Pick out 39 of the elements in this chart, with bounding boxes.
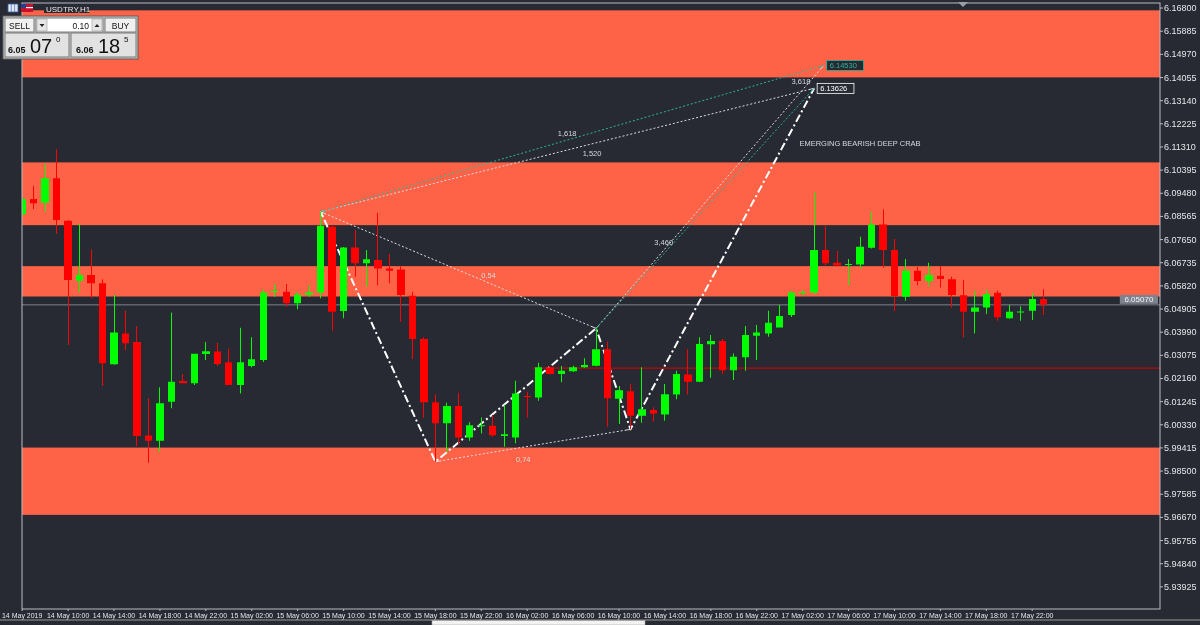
y-tick-label: 6.05820 xyxy=(1164,280,1197,291)
y-tick-label: 6.13140 xyxy=(1164,95,1197,106)
y-tick-label: 6.11310 xyxy=(1164,141,1196,152)
y-tick-label: 6.12225 xyxy=(1164,118,1197,129)
y-tick-label: 6.09480 xyxy=(1164,188,1197,199)
annotation: SELL xyxy=(9,20,31,31)
y-tick-label: 6.08565 xyxy=(1164,211,1197,222)
annotation: BUY xyxy=(111,20,130,31)
y-tick-label: 5.98500 xyxy=(1164,466,1197,477)
y-tick-label: 6.14055 xyxy=(1164,72,1197,83)
y-tick-label: 6.06735 xyxy=(1164,257,1197,268)
y-tick-label: 6.14970 xyxy=(1164,49,1197,60)
annotation: 6.05 xyxy=(8,45,26,55)
buy-button: BUY xyxy=(104,17,137,33)
annotation: 18 xyxy=(98,35,121,57)
annotation: 6.06 xyxy=(76,45,94,55)
y-tick-label: 5.99415 xyxy=(1164,442,1197,453)
annotation: 5 xyxy=(124,35,129,44)
chart-title: USDTRY,H1 xyxy=(46,4,91,13)
y-tick-label: 6.16800 xyxy=(1164,3,1197,14)
y-tick-label: 5.93925 xyxy=(1164,581,1197,592)
y-tick-label: 6.00330 xyxy=(1164,419,1197,430)
y-tick-label: 6.03990 xyxy=(1164,327,1197,338)
annotation: 07 xyxy=(30,35,53,57)
y-tick-label: 6.07650 xyxy=(1164,234,1197,245)
y-tick-label: 5.94840 xyxy=(1164,558,1197,569)
y-tick-label: 5.97585 xyxy=(1164,489,1197,500)
y-tick-label: 5.95755 xyxy=(1164,535,1197,546)
ref-line-label: 6.05070 xyxy=(1124,294,1154,304)
sell-button: SELL xyxy=(4,17,35,33)
y-tick-label: 6.03075 xyxy=(1164,350,1197,361)
y-tick-label: 6.02160 xyxy=(1164,373,1197,384)
y-tick-label: 6.15885 xyxy=(1164,26,1197,37)
y-tick-label: 5.96670 xyxy=(1164,512,1197,523)
annotation: 0.10 xyxy=(72,20,90,31)
y-tick-label: 6.01245 xyxy=(1164,396,1197,407)
y-tick-label: 6.10395 xyxy=(1164,165,1197,176)
y-tick-label: 6.04905 xyxy=(1164,304,1197,315)
annotation: 0 xyxy=(56,35,61,44)
